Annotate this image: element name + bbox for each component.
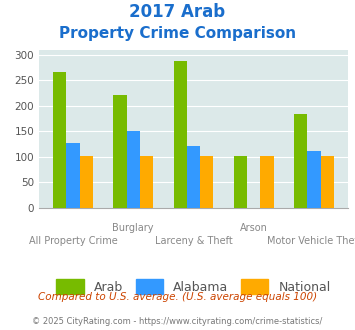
Bar	[234, 156, 247, 208]
Bar	[321, 156, 334, 208]
Bar	[294, 115, 307, 208]
Text: 2017 Arab: 2017 Arab	[130, 3, 225, 21]
Text: Motor Vehicle Theft: Motor Vehicle Theft	[267, 236, 355, 246]
Text: Compared to U.S. average. (U.S. average equals 100): Compared to U.S. average. (U.S. average …	[38, 292, 317, 302]
Legend: Arab, Alabama, National: Arab, Alabama, National	[51, 274, 335, 299]
Text: Burglary: Burglary	[113, 223, 154, 233]
Text: Larceny & Theft: Larceny & Theft	[154, 236, 233, 246]
Bar	[80, 156, 93, 208]
Text: Property Crime Comparison: Property Crime Comparison	[59, 26, 296, 41]
Bar	[200, 156, 213, 208]
Bar	[174, 61, 187, 208]
Bar	[127, 131, 140, 208]
Bar	[113, 95, 127, 208]
Bar	[260, 156, 274, 208]
Bar	[53, 73, 66, 208]
Bar	[66, 143, 80, 208]
Text: All Property Crime: All Property Crime	[29, 236, 118, 246]
Text: © 2025 CityRating.com - https://www.cityrating.com/crime-statistics/: © 2025 CityRating.com - https://www.city…	[32, 317, 323, 326]
Bar	[140, 156, 153, 208]
Bar	[187, 146, 200, 208]
Text: Arson: Arson	[240, 223, 268, 233]
Bar	[307, 151, 321, 208]
